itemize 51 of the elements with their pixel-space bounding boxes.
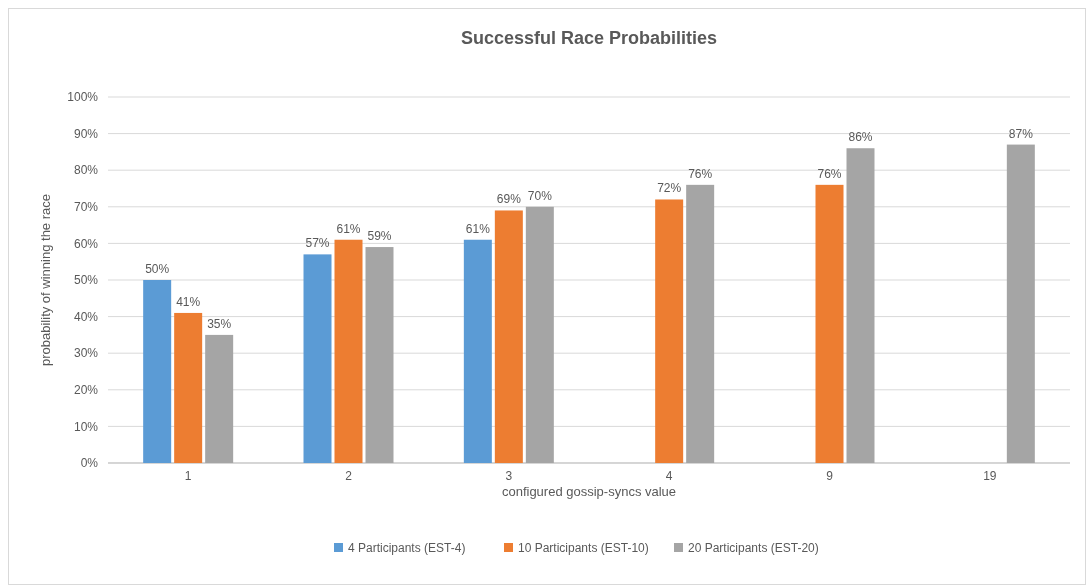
y-tick-label: 100% bbox=[67, 90, 99, 105]
data-label: 50% bbox=[145, 262, 170, 276]
bar bbox=[655, 199, 684, 463]
y-tick-label: 90% bbox=[73, 126, 99, 141]
y-tick-label: 70% bbox=[73, 200, 99, 214]
data-label: 69% bbox=[496, 192, 522, 207]
data-label: 76% bbox=[688, 166, 713, 181]
bar bbox=[463, 239, 492, 463]
data-label: 87% bbox=[1008, 126, 1034, 141]
bar bbox=[303, 254, 332, 463]
x-tick-label: 1 bbox=[184, 469, 192, 483]
x-axis-title: configured gossip-syncs value bbox=[501, 484, 677, 499]
legend-label: 20 Participants (EST-20) bbox=[688, 541, 819, 556]
data-label: 35% bbox=[207, 316, 232, 331]
data-label: 57% bbox=[305, 236, 330, 251]
legend-label: 10 Participants (EST-10) bbox=[518, 541, 649, 556]
data-label: 76% bbox=[817, 166, 842, 181]
bar bbox=[143, 280, 172, 463]
data-label: 59% bbox=[367, 229, 392, 244]
data-label: 70% bbox=[527, 188, 553, 203]
y-tick-label: 0% bbox=[80, 456, 99, 471]
legend-label: 4 Participants (EST-4) bbox=[348, 541, 466, 556]
bar bbox=[846, 148, 875, 463]
y-tick-label: 30% bbox=[73, 346, 99, 361]
bar bbox=[334, 239, 363, 463]
x-tick-label: 3 bbox=[505, 469, 513, 483]
y-tick-label: 50% bbox=[73, 273, 99, 288]
bar bbox=[686, 184, 715, 463]
y-axis-title: probability of winning the race bbox=[38, 194, 53, 366]
y-tick-label: 80% bbox=[73, 163, 99, 178]
y-tick-label: 60% bbox=[73, 236, 99, 251]
data-label: 72% bbox=[657, 181, 682, 196]
bar bbox=[525, 206, 554, 463]
chart-title: Successful Race Probabilities bbox=[460, 28, 718, 48]
x-tick-label: 9 bbox=[826, 469, 834, 483]
bar bbox=[365, 247, 394, 463]
x-tick-label: 2 bbox=[345, 469, 353, 483]
data-label: 86% bbox=[848, 130, 873, 145]
data-label: 61% bbox=[336, 221, 361, 236]
data-label: 61% bbox=[465, 221, 491, 236]
bar bbox=[174, 312, 203, 463]
bar bbox=[205, 334, 234, 463]
data-label: 41% bbox=[176, 294, 201, 309]
bar bbox=[494, 210, 523, 463]
y-tick-label: 10% bbox=[73, 419, 99, 434]
bar bbox=[1006, 144, 1035, 463]
y-tick-label: 20% bbox=[73, 383, 99, 397]
y-tick-label: 40% bbox=[73, 309, 99, 324]
x-tick-label: 19 bbox=[983, 469, 997, 483]
x-tick-label: 4 bbox=[665, 469, 673, 483]
bar bbox=[815, 184, 844, 463]
